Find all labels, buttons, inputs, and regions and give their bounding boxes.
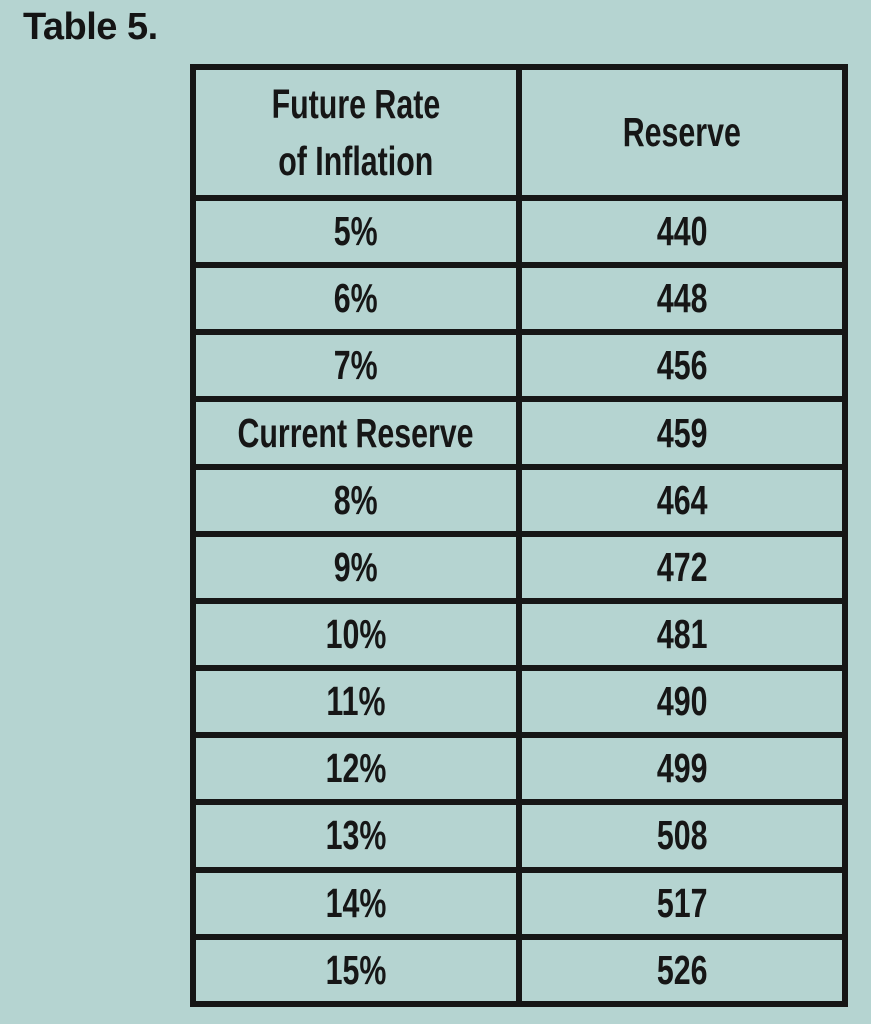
rate-cell: 5% <box>190 194 522 269</box>
header-col1-line1: Future Rate <box>271 80 441 127</box>
column-header-reserve: Reserve <box>516 64 848 201</box>
inflation-reserve-table: Future Rate of Inflation Reserve 5% 440 … <box>190 64 848 1008</box>
reserve-cell: 464 <box>516 463 848 537</box>
table-header-row: Future Rate of Inflation Reserve <box>190 64 848 201</box>
reserve-cell: 526 <box>516 933 848 1008</box>
table-row: 10% 481 <box>190 597 848 672</box>
reserve-cell: 517 <box>516 866 848 940</box>
reserve-cell: 490 <box>516 665 848 739</box>
table-row: 13% 508 <box>190 799 848 873</box>
reserve-cell: 440 <box>516 194 848 269</box>
column-header-future-rate-of-inflation: Future Rate of Inflation <box>190 64 522 201</box>
rate-cell: 9% <box>190 530 522 604</box>
rate-cell: 10% <box>190 597 522 672</box>
table-row: 12% 499 <box>190 732 848 806</box>
table-row: 8% 464 <box>190 463 848 537</box>
header-col2-label: Reserve <box>622 109 742 155</box>
rate-cell: 14% <box>190 866 522 940</box>
rate-cell: 7% <box>190 329 522 403</box>
reserve-cell: 472 <box>516 530 848 604</box>
table-row: 6% 448 <box>190 262 848 336</box>
table-row: 14% 517 <box>190 866 848 940</box>
rate-cell: 11% <box>190 665 522 739</box>
table-row: 7% 456 <box>190 329 848 403</box>
table-row-current-reserve: Current Reserve 459 <box>190 396 848 470</box>
rate-cell: 15% <box>190 933 522 1008</box>
rate-cell: 12% <box>190 732 522 806</box>
table-row: 15% 526 <box>190 933 848 1008</box>
reserve-cell: 499 <box>516 732 848 806</box>
reserve-cell: 481 <box>516 597 848 672</box>
table-row: 5% 440 <box>190 194 848 269</box>
reserve-cell: 448 <box>516 262 848 336</box>
page-title: Table 5. <box>23 6 158 48</box>
header-col1-line2: of Inflation <box>278 137 434 184</box>
reserve-cell: 508 <box>516 799 848 873</box>
rate-cell: 13% <box>190 799 522 873</box>
rate-cell: 8% <box>190 463 522 537</box>
reserve-cell: 459 <box>516 396 848 470</box>
table-row: 11% 490 <box>190 665 848 739</box>
rate-cell: Current Reserve <box>190 396 522 470</box>
rate-cell: 6% <box>190 262 522 336</box>
reserve-cell: 456 <box>516 329 848 403</box>
table-row: 9% 472 <box>190 530 848 604</box>
